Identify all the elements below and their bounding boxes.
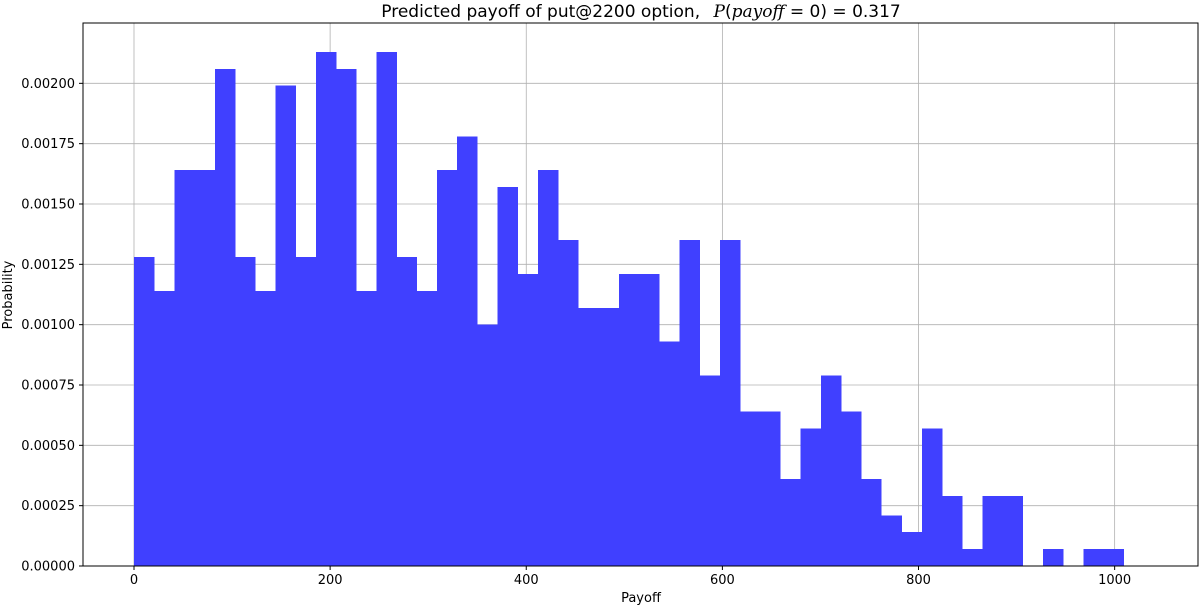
- x-tick-label: 400: [514, 573, 539, 588]
- title-math-p: P: [713, 2, 726, 22]
- y-tick-label: 0.00150: [21, 198, 75, 213]
- histogram-bar: [699, 375, 721, 566]
- histogram-bar: [881, 515, 902, 566]
- histogram-bar: [437, 170, 458, 567]
- histogram-bar: [235, 257, 256, 566]
- histogram-bar: [194, 170, 216, 567]
- y-tick-label: 0.00025: [21, 499, 75, 514]
- histogram-bar: [174, 170, 195, 567]
- histogram-bar: [517, 273, 539, 566]
- x-tick-label: 600: [710, 573, 735, 588]
- histogram-bar: [982, 496, 1003, 566]
- histogram-bar: [780, 479, 801, 566]
- histogram-bar: [820, 375, 842, 566]
- histogram-bar: [154, 290, 175, 566]
- histogram-bar: [255, 290, 276, 566]
- title-math-var: payoff: [732, 2, 788, 22]
- histogram-bar: [598, 307, 620, 566]
- histogram-bar: [639, 273, 660, 566]
- histogram-bar: [416, 290, 438, 566]
- x-tick-label: 200: [318, 573, 343, 588]
- histogram-bar: [679, 240, 700, 566]
- histogram-bar: [558, 240, 579, 566]
- histogram-bar: [901, 532, 923, 566]
- y-tick-label: 0.00200: [21, 77, 75, 92]
- y-axis-ticks: 0.00000 0.00025 0.00050 0.00075 0.00100 0.001…: [21, 77, 83, 575]
- x-tick-label: 1000: [1098, 573, 1131, 588]
- title-math-rparen: ): [820, 2, 827, 22]
- x-tick-label: 800: [906, 573, 931, 588]
- y-tick-label: 0.00100: [21, 318, 75, 333]
- histogram-bar: [719, 240, 741, 566]
- histogram-bar: [841, 411, 862, 566]
- y-tick-label: 0.00175: [21, 137, 75, 152]
- histogram-bar: [921, 428, 943, 566]
- histogram-bar: [962, 549, 983, 566]
- x-axis-label: Payoff: [621, 591, 662, 606]
- y-tick-label: 0.00050: [21, 439, 75, 454]
- histogram-bar: [618, 273, 640, 566]
- histogram-bar: [1103, 549, 1125, 566]
- histogram-bar: [760, 411, 781, 566]
- histogram-bar: [457, 136, 478, 566]
- bars-layer: [133, 51, 1125, 567]
- histogram-bar: [214, 68, 236, 566]
- histogram-bar: [295, 257, 317, 566]
- y-tick-label: 0.00000: [21, 560, 75, 575]
- histogram-bar: [538, 170, 559, 567]
- histogram-bar: [477, 324, 498, 566]
- histogram-bar: [1002, 496, 1024, 566]
- histogram-bar: [356, 290, 377, 566]
- histogram-bar: [1083, 549, 1104, 566]
- histogram-bar: [315, 51, 337, 566]
- title-math-value: = 0.317: [827, 2, 901, 22]
- histogram-bar: [376, 51, 397, 566]
- y-tick-label: 0.00075: [21, 379, 75, 394]
- histogram-bar: [659, 341, 680, 566]
- histogram-bar: [740, 411, 761, 566]
- x-tick-label: 0: [130, 573, 138, 588]
- histogram-bar: [336, 68, 357, 566]
- chart-title-text: Predicted payoff of put@2200 option,: [381, 2, 700, 22]
- y-axis-label: Probability: [1, 260, 16, 329]
- title-math-eq-zero: = 0: [785, 2, 821, 22]
- x-axis-ticks: 0 200 400 600 800 1000: [130, 566, 1131, 588]
- histogram-bar: [497, 187, 519, 566]
- histogram-bar: [1043, 549, 1064, 566]
- plot-frame: [82, 22, 1199, 567]
- histogram-bar: [942, 496, 963, 566]
- histogram-bar: [800, 428, 822, 566]
- title-math-lparen: (: [725, 2, 732, 22]
- histogram-bar: [275, 85, 296, 566]
- histogram-bar: [396, 257, 418, 566]
- histogram-bar: [133, 257, 155, 566]
- histogram-bar: [861, 479, 882, 566]
- y-tick-label: 0.00125: [21, 258, 75, 273]
- chart-title: Predicted payoff of put@2200 option, P(p…: [381, 2, 901, 22]
- histogram-bar: [578, 307, 599, 566]
